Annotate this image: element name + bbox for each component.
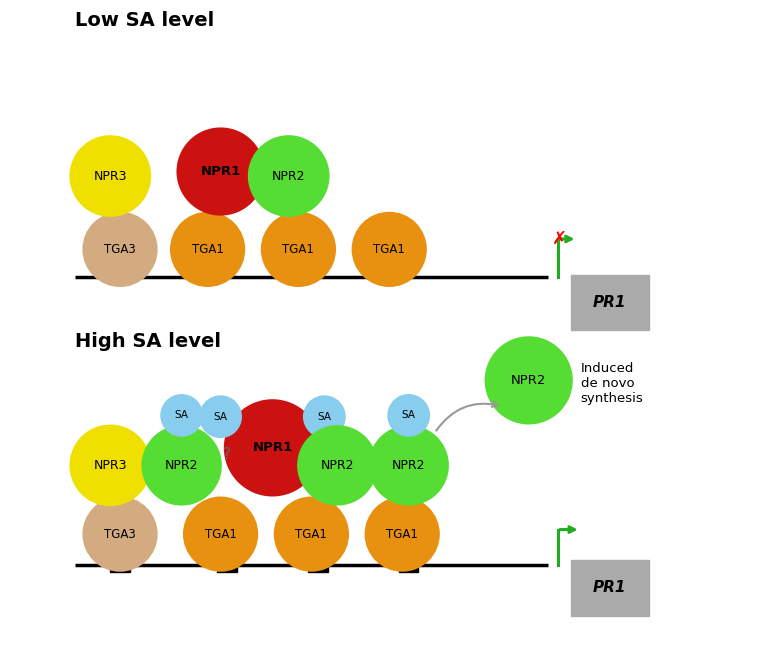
- Circle shape: [170, 212, 245, 287]
- Text: SA: SA: [213, 412, 228, 422]
- FancyBboxPatch shape: [308, 558, 328, 572]
- Text: SA: SA: [317, 412, 332, 422]
- Text: TGA3: TGA3: [104, 528, 136, 541]
- Circle shape: [248, 135, 329, 217]
- FancyBboxPatch shape: [110, 269, 130, 284]
- Text: NPR1: NPR1: [200, 165, 241, 178]
- FancyBboxPatch shape: [380, 269, 399, 284]
- Circle shape: [364, 497, 439, 572]
- Text: NPR3: NPR3: [93, 170, 127, 183]
- Circle shape: [83, 212, 158, 287]
- FancyBboxPatch shape: [399, 558, 418, 572]
- Circle shape: [303, 396, 346, 438]
- Circle shape: [141, 425, 222, 506]
- Circle shape: [69, 424, 151, 507]
- Circle shape: [387, 394, 430, 437]
- Circle shape: [368, 425, 449, 506]
- Text: PR1: PR1: [593, 295, 626, 310]
- FancyBboxPatch shape: [217, 558, 237, 572]
- Circle shape: [484, 336, 573, 424]
- Text: Induced
de novo
synthesis: Induced de novo synthesis: [581, 362, 644, 405]
- Circle shape: [224, 399, 321, 497]
- Text: NPR2: NPR2: [272, 170, 305, 183]
- Text: High SA level: High SA level: [74, 332, 221, 351]
- Circle shape: [261, 212, 336, 287]
- Text: TGA1: TGA1: [282, 243, 314, 256]
- Text: PR1: PR1: [593, 581, 626, 595]
- Circle shape: [351, 212, 427, 287]
- Text: NPR2: NPR2: [165, 459, 198, 472]
- Text: TGA1: TGA1: [205, 528, 237, 541]
- Text: NPR2: NPR2: [320, 459, 354, 472]
- Text: NPR1: NPR1: [252, 442, 293, 455]
- Text: Low SA level: Low SA level: [74, 11, 214, 30]
- Text: NPR3: NPR3: [93, 459, 127, 472]
- Circle shape: [160, 394, 203, 437]
- Text: TGA1: TGA1: [386, 528, 418, 541]
- Text: SA: SA: [175, 411, 189, 420]
- FancyBboxPatch shape: [110, 558, 130, 572]
- FancyBboxPatch shape: [571, 275, 649, 330]
- Circle shape: [176, 127, 265, 215]
- Circle shape: [297, 425, 377, 506]
- Circle shape: [199, 396, 242, 438]
- FancyBboxPatch shape: [198, 269, 217, 284]
- FancyBboxPatch shape: [288, 269, 308, 284]
- Text: TGA1: TGA1: [295, 528, 327, 541]
- Circle shape: [69, 135, 151, 217]
- Text: TGA3: TGA3: [104, 243, 136, 256]
- Circle shape: [183, 497, 258, 572]
- Text: TGA1: TGA1: [373, 243, 405, 256]
- Text: NPR2: NPR2: [392, 459, 426, 472]
- Circle shape: [83, 497, 158, 572]
- Text: ✗: ✗: [553, 230, 568, 248]
- Text: SA: SA: [402, 411, 416, 420]
- Text: TGA1: TGA1: [192, 243, 224, 256]
- FancyBboxPatch shape: [571, 560, 649, 616]
- Text: ?: ?: [223, 447, 231, 462]
- Circle shape: [274, 497, 349, 572]
- Text: NPR2: NPR2: [511, 374, 546, 387]
